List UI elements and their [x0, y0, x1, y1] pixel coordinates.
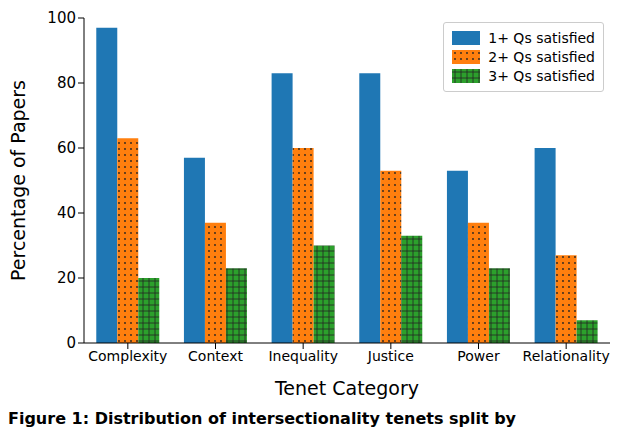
html-text:Figure 1: Distribution of inte: Figure 1: Distribution of intersectional…: [8, 409, 516, 428]
svg-text:Justice: Justice: [367, 348, 414, 364]
svg-text:80: 80: [57, 74, 76, 92]
html-text:1+ Qs satisfied: 1+ Qs satisfied: [488, 30, 595, 46]
svg-text:0: 0: [66, 334, 76, 352]
svg-text:Power: Power: [457, 348, 500, 364]
svg-text:60: 60: [57, 139, 76, 157]
html-text:2+ Qs satisfied: 2+ Qs satisfied: [488, 49, 595, 65]
svg-text:Context: Context: [188, 348, 243, 364]
svg-text:Inequality: Inequality: [268, 348, 338, 364]
svg-text:40: 40: [57, 204, 76, 222]
svg-text:Complexity: Complexity: [88, 348, 167, 364]
svg-text:Relationality: Relationality: [523, 348, 610, 364]
svg-text:20: 20: [57, 269, 76, 287]
svg-text:Tenet Category: Tenet Category: [274, 377, 419, 399]
html-text:3+ Qs satisfied: 3+ Qs satisfied: [488, 68, 595, 84]
svg-text:Percentage of Papers: Percentage of Papers: [8, 80, 29, 281]
svg-text:100: 100: [47, 9, 76, 27]
